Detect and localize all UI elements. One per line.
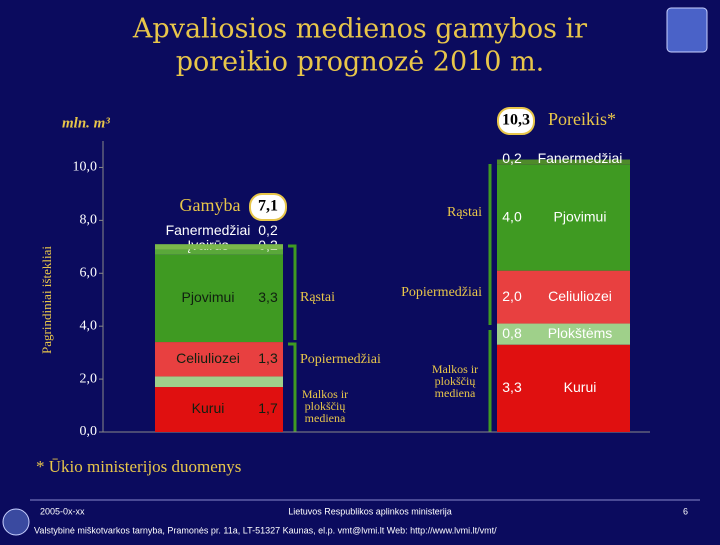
segment-name: Plokštėms <box>548 325 613 341</box>
y-tick-label: 2,0 <box>80 371 98 386</box>
segment-name: Pjovimui <box>182 289 235 305</box>
segment-value: 4,0 <box>502 208 522 224</box>
y-axis-label: Pagrindiniai ištekliai <box>39 246 54 354</box>
segment-value: 2,0 <box>502 288 522 304</box>
segment-name: Celiuliozei <box>548 288 612 304</box>
bar-segment <box>155 376 283 388</box>
unit-label: mln. m³ <box>62 115 110 131</box>
bar-segment <box>155 342 283 377</box>
bar-segment <box>155 387 283 432</box>
bar-name: Poreikis* <box>548 109 616 129</box>
title-line: poreikio prognozė 2010 m. <box>176 47 545 78</box>
segment-value: 0,8 <box>502 325 522 341</box>
segment-name: Kurui <box>564 379 597 395</box>
title-line: Apvaliosios medienos gamybos ir <box>132 14 587 45</box>
segment-value: 0,2 <box>502 150 522 166</box>
bar-segment <box>497 164 630 271</box>
bracket <box>288 244 297 340</box>
bracket <box>288 342 297 432</box>
total-box <box>497 107 535 135</box>
total-box <box>249 193 287 221</box>
footer-logo <box>2 508 30 536</box>
y-tick-label: 4,0 <box>80 318 98 333</box>
footnote: * Ūkio ministerijos duomenys <box>36 457 241 476</box>
footer-page: 6 <box>683 506 688 516</box>
segment-value: 3,3 <box>258 289 278 305</box>
footer-address: Valstybinė miškotvarkos tarnyba, Pramonė… <box>34 525 497 535</box>
bar-segment <box>497 344 630 432</box>
logo <box>666 7 708 53</box>
annotation: Rąstai <box>447 205 482 220</box>
segment-value: 1,3 <box>258 350 278 366</box>
segment-name: Celiuliozei <box>176 350 240 366</box>
footer-ministry: Lietuvos Respublikos aplinkos ministerij… <box>288 506 452 516</box>
bar-segment <box>497 323 630 345</box>
footer-date: 2005-0x-xx <box>40 506 85 516</box>
segment-value: 3,3 <box>502 379 522 395</box>
annotation: Malkos ir plokščių mediena <box>302 387 348 425</box>
annotation: Popiermedžiai <box>401 285 482 300</box>
annotation: Malkos ir plokščių mediena <box>432 362 478 400</box>
annotation: Popiermedžiai <box>300 352 381 367</box>
y-tick-label: 8,0 <box>80 213 98 228</box>
segment-value: 0,2 <box>258 222 278 238</box>
bar-segment <box>155 249 283 255</box>
bar-segment <box>155 254 283 343</box>
bar-segment <box>155 244 283 250</box>
segment-value: 1,7 <box>258 400 278 416</box>
y-tick-label: 0,0 <box>80 424 98 439</box>
bar-segment <box>497 270 630 324</box>
segment-name: Fanermedžiai <box>166 222 251 238</box>
segment-name: Kurui <box>192 400 225 416</box>
bar-segment <box>497 159 630 165</box>
bar-total: 10,3 <box>502 112 530 129</box>
segment-name: Pjovimui <box>554 208 607 224</box>
segment-name: Fanermedžiai <box>538 150 623 166</box>
bar-total: 7,1 <box>258 198 278 215</box>
annotation: Rąstai <box>300 290 335 305</box>
y-tick-label: 6,0 <box>80 265 98 280</box>
y-tick-label: 10,0 <box>73 160 98 175</box>
bar-name: Gamyba <box>180 195 241 215</box>
